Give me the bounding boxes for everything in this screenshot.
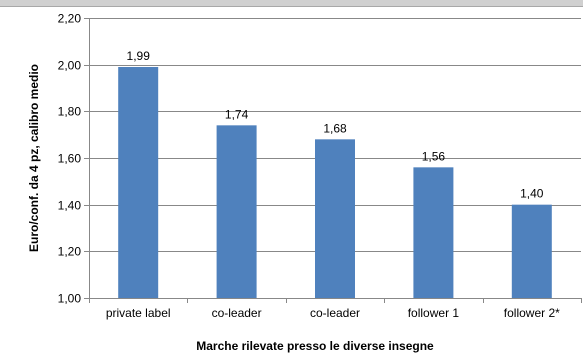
x-tick-label: follower 1 [408,306,460,320]
bar [413,167,454,298]
x-tick-label: private label [106,306,171,320]
y-tick-label: 1,80 [58,105,82,119]
y-tick-label: 1,00 [58,292,82,306]
x-axis-title: Marche rilevate presso le diverse insegn… [196,339,434,353]
y-tick-label: 1,60 [58,152,82,166]
y-axis-title: Euro/conf. da 4 pz, calibro medio [27,64,41,252]
x-tick-labels: private label co-leader co-leader follower … [106,306,560,320]
bar-value-label: 1,40 [520,187,544,201]
bar-value-label: 1,74 [225,107,249,121]
y-tick-label: 2,20 [58,12,82,26]
bar [118,67,159,298]
bar [216,125,257,298]
data-labels: 1,99 1,74 1,68 1,56 1,40 [127,49,544,201]
bar [315,139,355,298]
bars [118,67,552,298]
y-tick-label: 2,00 [58,59,82,73]
x-tick-label: follower 2* [504,306,560,320]
y-tick-labels: 1,00 1,20 1,40 1,60 1,80 2,00 2,20 [58,12,82,306]
x-tick-label: co-leader [212,306,262,320]
y-tick-label: 1,40 [58,199,82,213]
bar-value-label: 1,99 [127,49,151,63]
window-top-strip [0,0,583,7]
x-tick-label: co-leader [310,306,360,320]
bar-value-label: 1,68 [323,121,347,135]
axes [89,18,581,299]
bar-value-label: 1,56 [422,149,446,163]
bar [511,204,552,298]
y-tick-label: 1,20 [58,245,82,259]
